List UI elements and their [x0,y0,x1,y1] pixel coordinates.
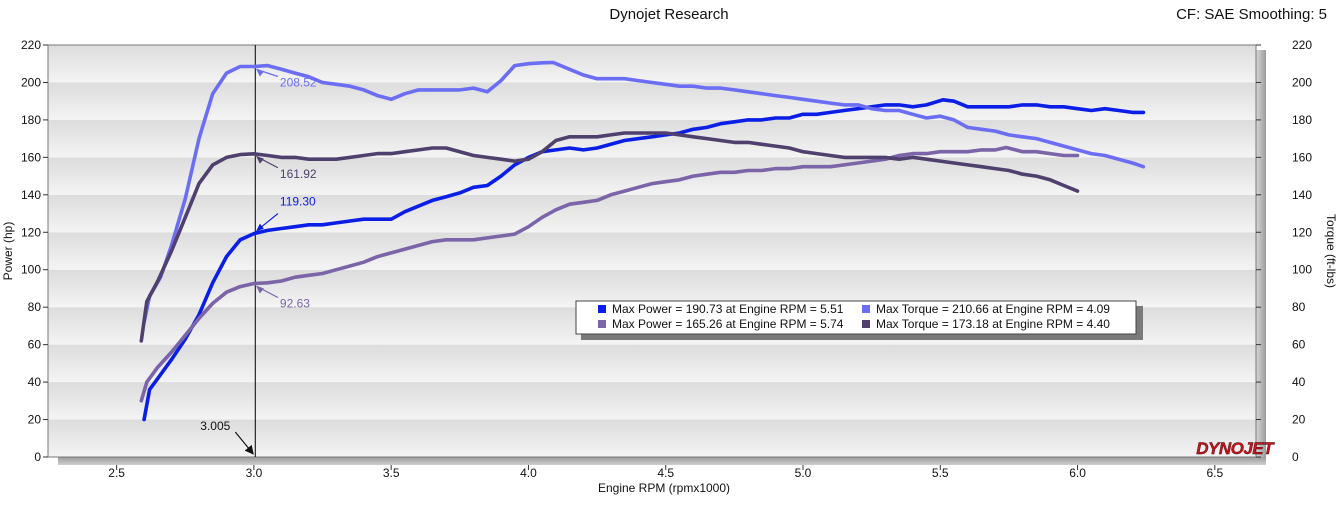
x-tick-label: 6.0 [1069,466,1086,480]
grid-band [48,194,1256,233]
series-line-torque_run1 [142,60,1146,325]
cursor-arrow [234,431,254,455]
annotation-label-power_run2: 92.63 [280,297,310,311]
series-line-power_run1 [142,98,1146,422]
annotation-arrowhead [255,155,264,164]
y2-tick-label: 140 [1292,188,1312,202]
legend-label-power-run1: Max Power = 190.73 at Engine RPM = 5.51 [612,302,844,316]
y-tick-label: 180 [21,113,41,127]
legend-swatch-torque-run1 [862,305,870,313]
y-tick-label: 60 [28,338,42,352]
y-axis-right: 0 20 40 60 80 100 120 140 160 180 200 220 [1256,38,1312,464]
y-tick-label: 0 [34,450,41,464]
grid-band [48,82,1256,120]
annotation-label-power_run1: 119.30 [280,195,316,209]
legend-swatch-power-run1 [598,305,606,313]
y-tick-label: 120 [21,225,41,239]
x-axis: 2.5 3.0 3.5 4.0 4.5 5.0 5.5 6.0 6.5 [108,465,1223,480]
grid-band [48,119,1256,158]
dynojet-logo: DYNOJET [1196,439,1275,458]
legend-label-torque-run2: Max Torque = 173.18 at Engine RPM = 4.40 [876,317,1110,331]
x-tick-label: 4.0 [520,466,537,480]
y-tick-label: 80 [28,300,42,314]
legend-swatch-torque-run2 [862,320,870,328]
y-tick-label: 220 [21,38,41,52]
y-axis-right-label: Torque (ft-lbs) [1324,214,1338,288]
x-tick-label: 3.0 [246,466,263,480]
y-tick-label: 20 [28,413,42,427]
series-line-power_run2 [139,145,1080,403]
y-tick-label: 100 [21,263,41,277]
grid-band [48,344,1256,383]
y2-tick-label: 160 [1292,150,1312,164]
annotation-layer: 208.52 161.92 119.30 92.63 [255,68,317,311]
grid-band [48,157,1256,195]
grid-band [48,382,1256,420]
y-tick-label: 200 [21,75,41,89]
y-tick-label: 160 [21,150,41,164]
x-axis-label: Engine RPM (rpmx1000) [598,481,730,495]
y2-tick-label: 180 [1292,113,1312,127]
annotation-arrowhead [255,285,264,294]
y2-tick-label: 220 [1292,38,1312,52]
annotation-label-torque_run2: 161.92 [280,167,317,181]
legend-swatch-power-run2 [598,320,606,328]
y2-tick-label: 120 [1292,225,1312,239]
x-tick-label: 5.5 [932,466,949,480]
plot-bevel-right [1256,50,1266,465]
x-tick-label: 3.5 [383,466,400,480]
x-tick-label: 4.5 [657,466,674,480]
y2-tick-label: 20 [1292,413,1306,427]
y-tick-label: 140 [21,188,41,202]
x-tick-label: 6.5 [1206,466,1223,480]
annotation-label-torque_run1: 208.52 [280,75,317,89]
legend: Max Power = 190.73 at Engine RPM = 5.51 … [575,300,1143,340]
annotation-arrowhead [255,68,264,77]
y2-tick-label: 200 [1292,75,1312,89]
cursor-label: 3.005 [200,419,230,433]
y2-tick-label: 0 [1292,450,1299,464]
grid-band [48,232,1256,270]
grid-band [48,45,1256,83]
y2-tick-label: 80 [1292,300,1306,314]
legend-label-torque-run1: Max Torque = 210.66 at Engine RPM = 4.09 [876,302,1110,316]
series-line-torque_run2 [139,131,1080,343]
y2-tick-label: 100 [1292,263,1312,277]
chart-title: Dynojet Research [609,6,728,23]
y-axis-left-label: Power (hp) [1,222,15,281]
y-axis-left: 0 20 40 60 80 100 120 140 160 180 200 220 [21,38,48,464]
plot-bevel-bottom [58,457,1266,465]
header-info: CF: SAE Smoothing: 5 [1176,6,1327,23]
series-layer [139,60,1146,422]
y2-tick-label: 40 [1292,375,1306,389]
x-tick-label: 2.5 [108,466,125,480]
y-tick-label: 40 [28,375,42,389]
legend-label-power-run2: Max Power = 165.26 at Engine RPM = 5.74 [612,317,844,331]
plot-area-border [47,44,1257,458]
x-tick-label: 5.0 [795,466,812,480]
y2-tick-label: 60 [1292,338,1306,352]
annotation-arrowhead [255,223,264,232]
